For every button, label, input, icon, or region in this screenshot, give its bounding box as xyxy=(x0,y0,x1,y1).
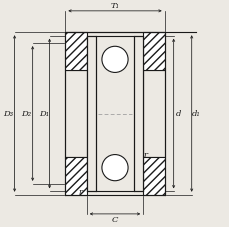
Bar xyxy=(65,32,86,70)
Circle shape xyxy=(101,155,128,181)
Text: C: C xyxy=(111,216,118,224)
Bar xyxy=(134,36,143,191)
Bar xyxy=(143,70,164,157)
Text: d: d xyxy=(175,109,180,118)
Text: d₁: d₁ xyxy=(191,109,200,118)
Bar xyxy=(95,36,134,191)
Text: D₃: D₃ xyxy=(3,109,13,118)
Text: r: r xyxy=(78,188,82,196)
Bar xyxy=(65,70,86,157)
Circle shape xyxy=(101,46,128,72)
Text: r: r xyxy=(143,151,147,159)
Bar xyxy=(143,32,164,70)
Bar xyxy=(86,36,95,191)
Text: D₁: D₁ xyxy=(39,109,49,118)
Bar xyxy=(65,157,86,195)
Text: T₁: T₁ xyxy=(110,2,119,10)
Bar xyxy=(143,157,164,195)
Text: D₂: D₂ xyxy=(21,109,31,118)
